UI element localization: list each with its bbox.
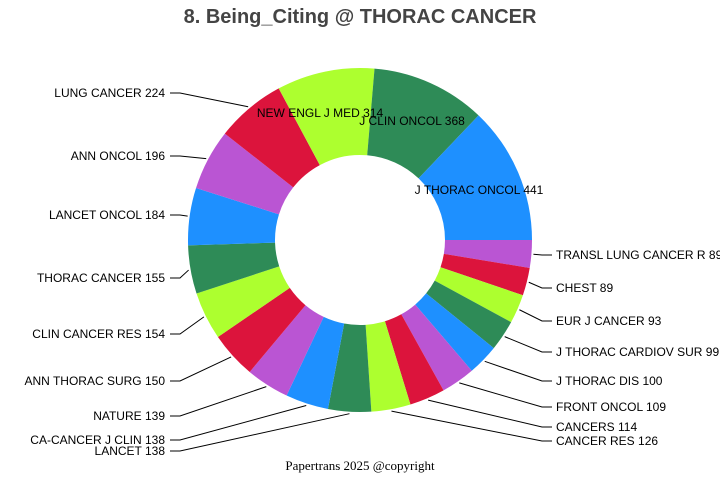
donut-slice — [434, 267, 523, 323]
leader-line — [170, 269, 189, 279]
slice-label: J THORAC CARDIOV SUR 99 — [556, 345, 719, 359]
slice-label: LANCET 138 — [95, 444, 166, 458]
donut-slice — [426, 280, 512, 349]
leader-line — [519, 309, 552, 322]
slice-label: CHEST 89 — [556, 281, 613, 295]
donut-slice — [367, 68, 479, 179]
donut-slice — [327, 323, 372, 412]
donut-slice — [249, 305, 324, 396]
slice-label: J THORAC ONCOL 441 — [415, 183, 544, 197]
donut-slice — [217, 287, 306, 372]
donut-slice — [224, 88, 320, 188]
slice-label: CANCERS 114 — [556, 420, 637, 434]
leader-line — [504, 336, 552, 353]
slice-label: ANN ONCOL 196 — [71, 149, 166, 163]
slice-label: THORAC CANCER 155 — [37, 271, 165, 285]
donut-slice — [286, 316, 345, 409]
leader-line — [170, 356, 232, 382]
leader-line — [170, 155, 207, 160]
leader-line — [170, 405, 307, 441]
slice-label: CLIN CANCER RES 154 — [32, 327, 165, 341]
slice-label: FRONT ONCOL 109 — [556, 400, 666, 414]
slice-label: NATURE 139 — [93, 409, 165, 423]
slice-label: J CLIN ONCOL 368 — [359, 114, 465, 128]
leader-line — [391, 410, 552, 442]
donut-slice — [440, 253, 530, 296]
donut-slice — [384, 314, 444, 405]
donut-slice — [443, 240, 532, 268]
donut-slice — [278, 68, 375, 166]
leader-line — [533, 253, 552, 256]
slice-label: LANCET ONCOL 184 — [49, 208, 165, 222]
donut-slice — [401, 304, 472, 391]
leader-line — [170, 92, 249, 108]
leader-line — [484, 360, 552, 382]
chart-title: 8. Being_Citing @ THORAC CANCER — [183, 6, 537, 28]
leader-line — [428, 399, 552, 428]
slice-label: ANN THORAC SURG 150 — [25, 374, 166, 388]
slice-label: NEW ENGL J MED 314 — [257, 106, 384, 120]
leader-line — [170, 316, 205, 335]
slice-label: CANCER RES 126 — [556, 434, 658, 448]
donut-slice — [365, 321, 411, 412]
donut-slice — [188, 188, 279, 246]
slice-label: J THORAC DIS 100 — [556, 374, 663, 388]
donut-slice — [188, 242, 280, 294]
donut-slice — [415, 293, 494, 371]
copyright-footer: Papertrans 2025 @copyright — [285, 458, 435, 473]
leader-line — [459, 382, 552, 408]
slice-label: LUNG CANCER 224 — [54, 86, 165, 100]
leader-line — [170, 413, 350, 452]
slice-label: EUR J CANCER 93 — [556, 314, 662, 328]
donut-slice — [196, 266, 290, 337]
donut-slice — [196, 133, 294, 215]
donut-slice — [418, 115, 532, 240]
slice-label: TRANSL LUNG CANCER R 89 — [556, 248, 720, 262]
leader-line — [170, 386, 267, 417]
slice-label: CA-CANCER J CLIN 138 — [30, 433, 165, 447]
leader-line — [528, 281, 552, 289]
leader-line — [170, 214, 188, 217]
